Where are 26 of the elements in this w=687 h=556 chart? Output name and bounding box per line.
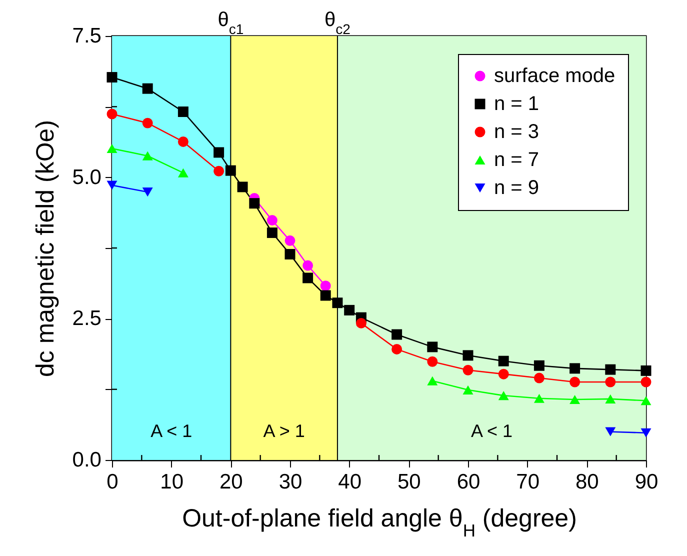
legend-label: n = 7 (494, 149, 540, 171)
y-tick-label: 5.0 (72, 166, 102, 189)
y-tick-label: 0.0 (72, 448, 102, 472)
legend-label: n = 9 (494, 177, 540, 199)
ref-line-label: θ$_{c2}$ (324, 9, 351, 37)
y-tick-label: 7.5 (72, 24, 102, 48)
x-tick-label: 20 (219, 470, 243, 494)
band-label: A < 1 (470, 421, 513, 441)
ref-line-label: θ$_{c1}$ (218, 9, 244, 37)
x-tick-label: 90 (634, 470, 658, 494)
x-tick-label: 0 (106, 470, 118, 494)
band-label: A > 1 (263, 421, 305, 441)
x-tick-label: 30 (278, 470, 302, 494)
x-tick-label: 80 (575, 470, 599, 494)
y-tick-label: 2.5 (72, 307, 102, 330)
x-tick-label: 70 (516, 470, 540, 494)
x-axis-title: Out-of-plane field angle θ$_{H}$ (degree) (182, 504, 577, 540)
legend-label: n = 1 (494, 93, 540, 115)
legend-label: n = 3 (494, 121, 540, 143)
x-tick-label: 60 (456, 470, 480, 494)
band-label: A < 1 (150, 421, 192, 441)
x-tick-label: 50 (397, 470, 421, 494)
legend-label: surface mode (494, 65, 616, 87)
x-tick-label: 40 (338, 470, 362, 494)
x-tick-label: 10 (160, 470, 184, 494)
y-axis-title: dc magnetic field (kOe) (31, 120, 60, 378)
